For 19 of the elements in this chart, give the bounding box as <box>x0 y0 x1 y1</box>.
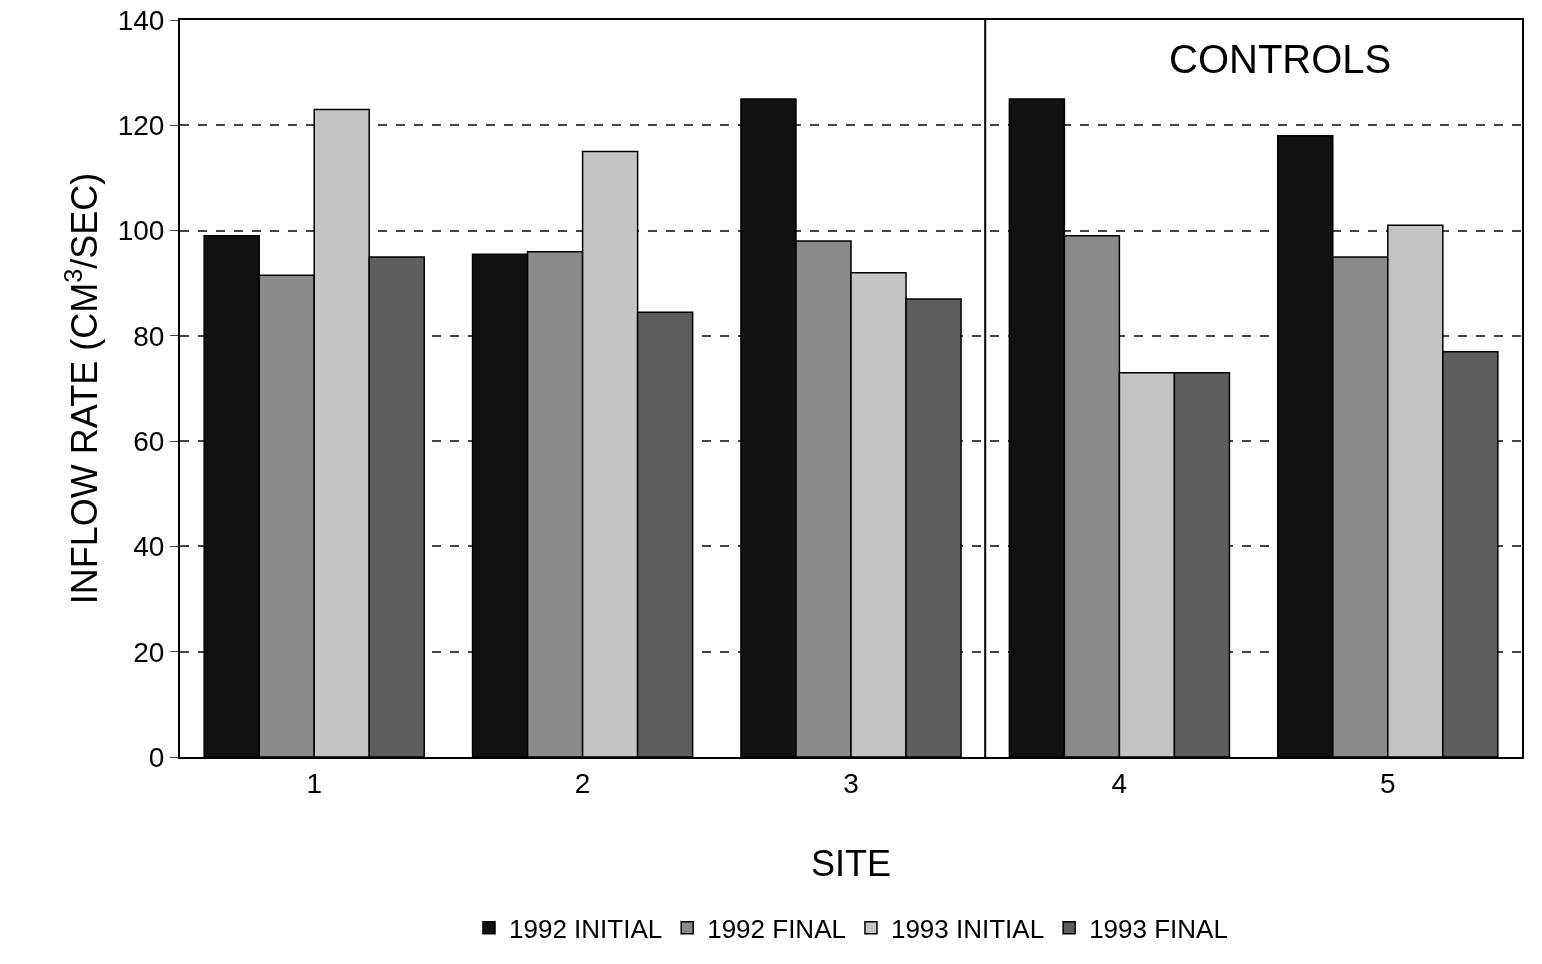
legend-label: 1992 FINAL <box>707 913 846 944</box>
y-tick-label: 100 <box>117 215 165 247</box>
y-tick-label: 40 <box>133 531 165 563</box>
y-tick-label: 60 <box>133 425 165 457</box>
x-tick-label: 2 <box>574 767 591 799</box>
legend-label: 1992 INITIAL <box>509 913 663 944</box>
legend-label: 1993 INITIAL <box>890 913 1045 944</box>
y-tick-label: 120 <box>117 110 165 142</box>
y-tick-label: 140 <box>117 4 165 36</box>
x-tick-label: 4 <box>1111 767 1128 799</box>
legend-label: 1993 FINAL <box>1089 913 1228 944</box>
x-tick-label: 5 <box>1380 767 1396 799</box>
annotation: CONTROLS <box>1169 37 1392 81</box>
x-tick-label: 3 <box>843 767 859 799</box>
x-axis-title: SITE <box>810 843 892 884</box>
x-tick-label: 1 <box>306 767 322 799</box>
y-tick-label: 0 <box>148 741 165 773</box>
y-tick-label: 20 <box>133 636 165 668</box>
y-tick-label: 80 <box>133 320 165 352</box>
